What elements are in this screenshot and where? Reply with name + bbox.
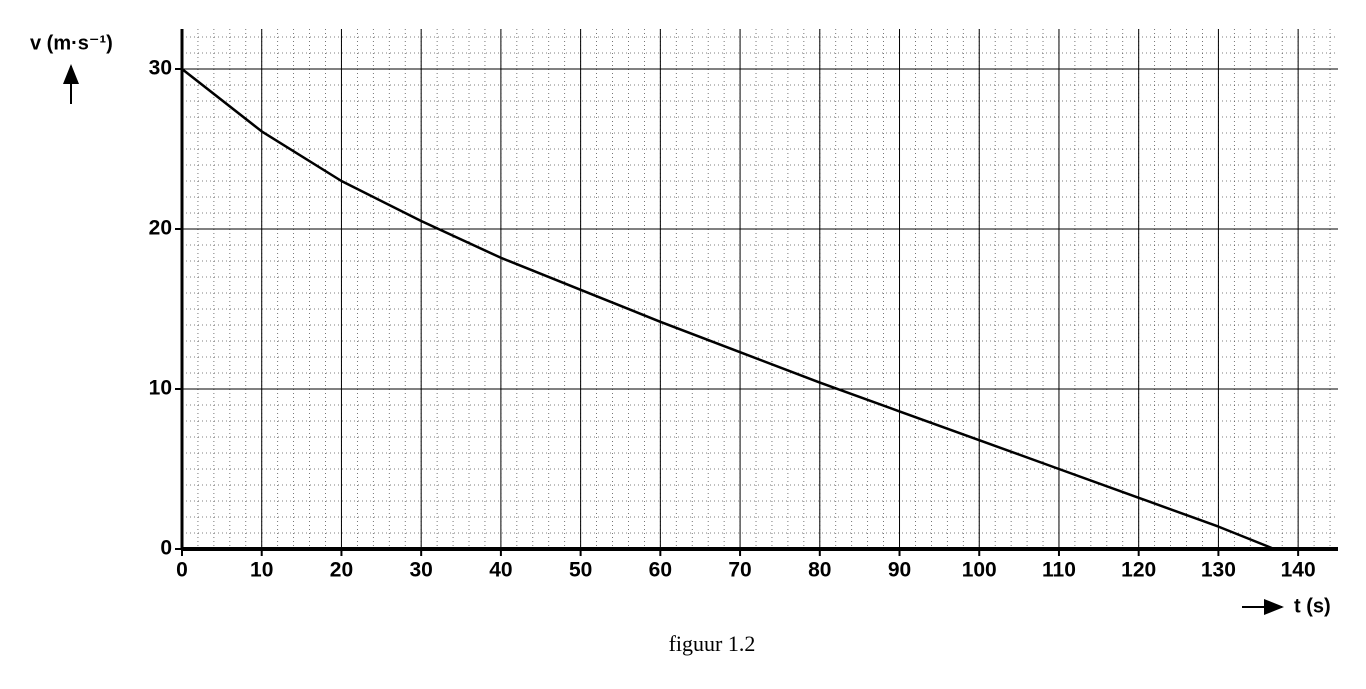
y-tick-label: 30 xyxy=(149,57,172,80)
x-axis-label: t (s) xyxy=(1294,595,1331,617)
x-tick-label: 100 xyxy=(962,559,997,582)
x-tick-label: 90 xyxy=(888,559,911,582)
x-tick-label: 110 xyxy=(1042,559,1076,582)
x-tick-label: 140 xyxy=(1281,559,1316,582)
x-tick-label: 20 xyxy=(330,559,353,582)
x-tick-label: 70 xyxy=(728,559,751,582)
x-tick-label: 50 xyxy=(569,559,592,582)
x-tick-label: 120 xyxy=(1121,559,1156,582)
y-tick-label: 20 xyxy=(149,217,172,240)
x-tick-label: 40 xyxy=(489,559,512,582)
caption: figuur 1.2 xyxy=(669,631,756,656)
x-tick-label: 130 xyxy=(1201,559,1236,582)
x-tick-label: 10 xyxy=(250,559,273,582)
x-tick-label: 30 xyxy=(409,559,432,582)
grid xyxy=(181,29,1338,550)
y-axis-label: v (m·s⁻¹) xyxy=(30,32,113,54)
y-tick-label: 10 xyxy=(149,377,172,400)
data-line xyxy=(181,68,1275,551)
x-tick-label: 80 xyxy=(808,559,831,582)
x-tick-label: 60 xyxy=(649,559,672,582)
x-tick-label: 0 xyxy=(176,559,188,582)
y-tick-label: 0 xyxy=(160,537,172,560)
